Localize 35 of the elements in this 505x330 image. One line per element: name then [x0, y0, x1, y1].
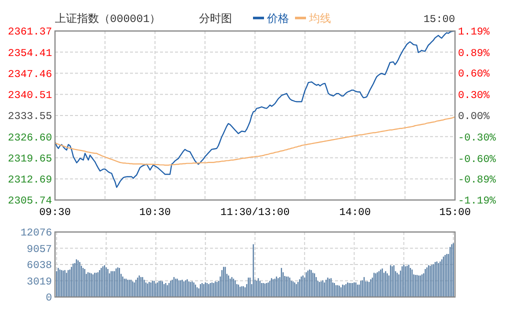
- y2-tick-label: -0.30%: [458, 132, 497, 144]
- y2-tick-label: 1.19%: [458, 26, 490, 39]
- legend-label: 均线: [308, 12, 331, 26]
- y2-tick-label: -1.19%: [458, 196, 497, 208]
- line-series: [54, 116, 456, 166]
- line-series: [54, 30, 456, 188]
- y-tick-label: 2326.60: [8, 132, 52, 144]
- y-tick-label: 2319.65: [8, 153, 52, 166]
- y-tick-label: 6038: [26, 260, 52, 272]
- y-tick-label: 2354.41: [8, 48, 52, 60]
- x-tick-label: 14:00: [339, 207, 371, 219]
- y-tick-label: 9057: [26, 244, 52, 256]
- y2-tick-label: -0.60%: [458, 154, 497, 166]
- text: 15:00: [423, 14, 455, 26]
- x-tick-label: 10:30: [139, 207, 171, 219]
- y-tick-label: 2333.55: [8, 111, 52, 124]
- chart-title: 上证指数（000001）: [55, 12, 161, 26]
- x-tick-label: 09:30: [39, 207, 71, 219]
- legend-label: 价格: [266, 13, 289, 26]
- chart-subtitle: 分时图: [199, 12, 232, 26]
- y2-tick-label: 0.60%: [458, 68, 490, 81]
- x-tick-label: 15:00: [439, 207, 471, 219]
- y-tick-label: 2347.46: [8, 68, 52, 81]
- y-tick-label: 2361.37: [8, 26, 52, 39]
- y2-tick-label: 0.89%: [458, 48, 490, 60]
- y-tick-label: 2340.51: [8, 90, 52, 102]
- y2-tick-label: -0.89%: [458, 174, 497, 186]
- y-tick-label: 2312.69: [8, 174, 52, 187]
- y-tick-label: 12076: [20, 228, 52, 240]
- y-tick-label: 3019: [26, 276, 52, 288]
- y2-tick-label: 0.00%: [458, 111, 490, 124]
- y2-tick-label: 0.30%: [458, 90, 490, 102]
- y-tick-label: 2305.74: [8, 196, 52, 208]
- x-tick-label: 11:30/13:00: [220, 207, 290, 219]
- y-tick-label: 0: [46, 292, 52, 305]
